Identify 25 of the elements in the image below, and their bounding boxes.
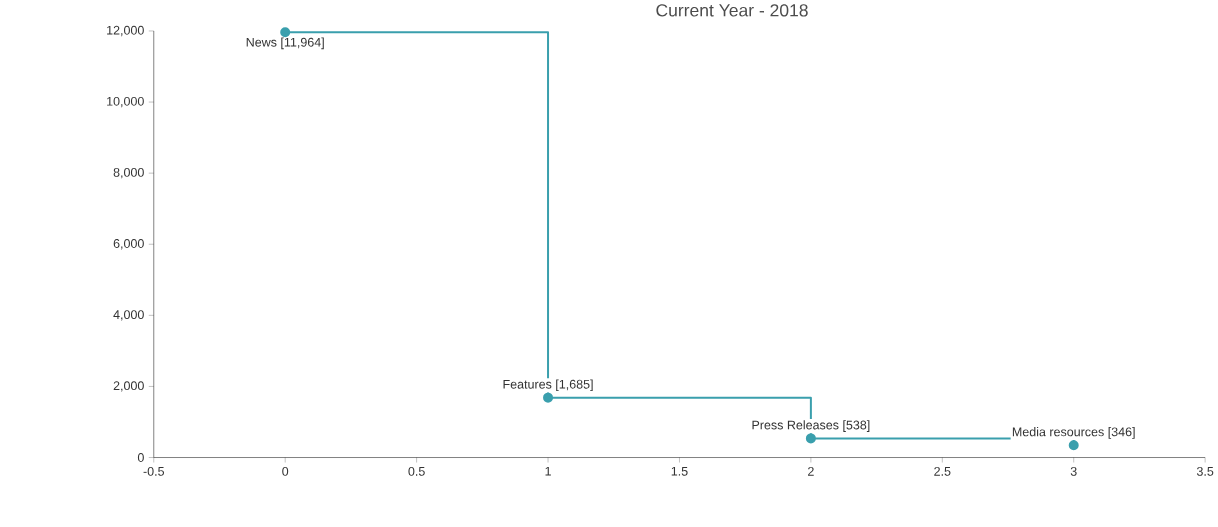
- y-tick-label: 2,000: [113, 381, 144, 392]
- x-tick-label: 2: [808, 467, 814, 476]
- x-tick-label: 0.5: [408, 467, 425, 476]
- annotation: News [11,964]: [246, 37, 324, 50]
- x-tick-label: 2.5: [934, 467, 951, 476]
- annotation: Features [1,685]: [503, 379, 593, 392]
- x-tick-label: 1.5: [671, 467, 688, 476]
- y-tick-label: 12,000: [107, 25, 144, 37]
- annotation: Press Releases [538]: [752, 420, 870, 432]
- annotation: Media resources [346]: [1012, 427, 1135, 439]
- chart-title: Current Year - 2018: [656, 4, 808, 17]
- x-tick-label: 3.5: [1196, 467, 1214, 476]
- x-tick-label: 3: [1070, 467, 1077, 476]
- x-tick-label: 0: [282, 467, 289, 476]
- y-tick-label: 4,000: [113, 310, 144, 321]
- point: [280, 27, 291, 38]
- y-tick-label: 10,000: [107, 96, 144, 108]
- point: [543, 392, 554, 403]
- point: [1068, 440, 1079, 451]
- y-tick-label: 0: [137, 453, 144, 463]
- y-tick-label: 6,000: [113, 239, 144, 250]
- x-tick-label: 1: [545, 467, 551, 476]
- point: [805, 433, 816, 444]
- x-tick-label: -0.5: [143, 467, 165, 476]
- y-tick-label: 8,000: [113, 168, 144, 179]
